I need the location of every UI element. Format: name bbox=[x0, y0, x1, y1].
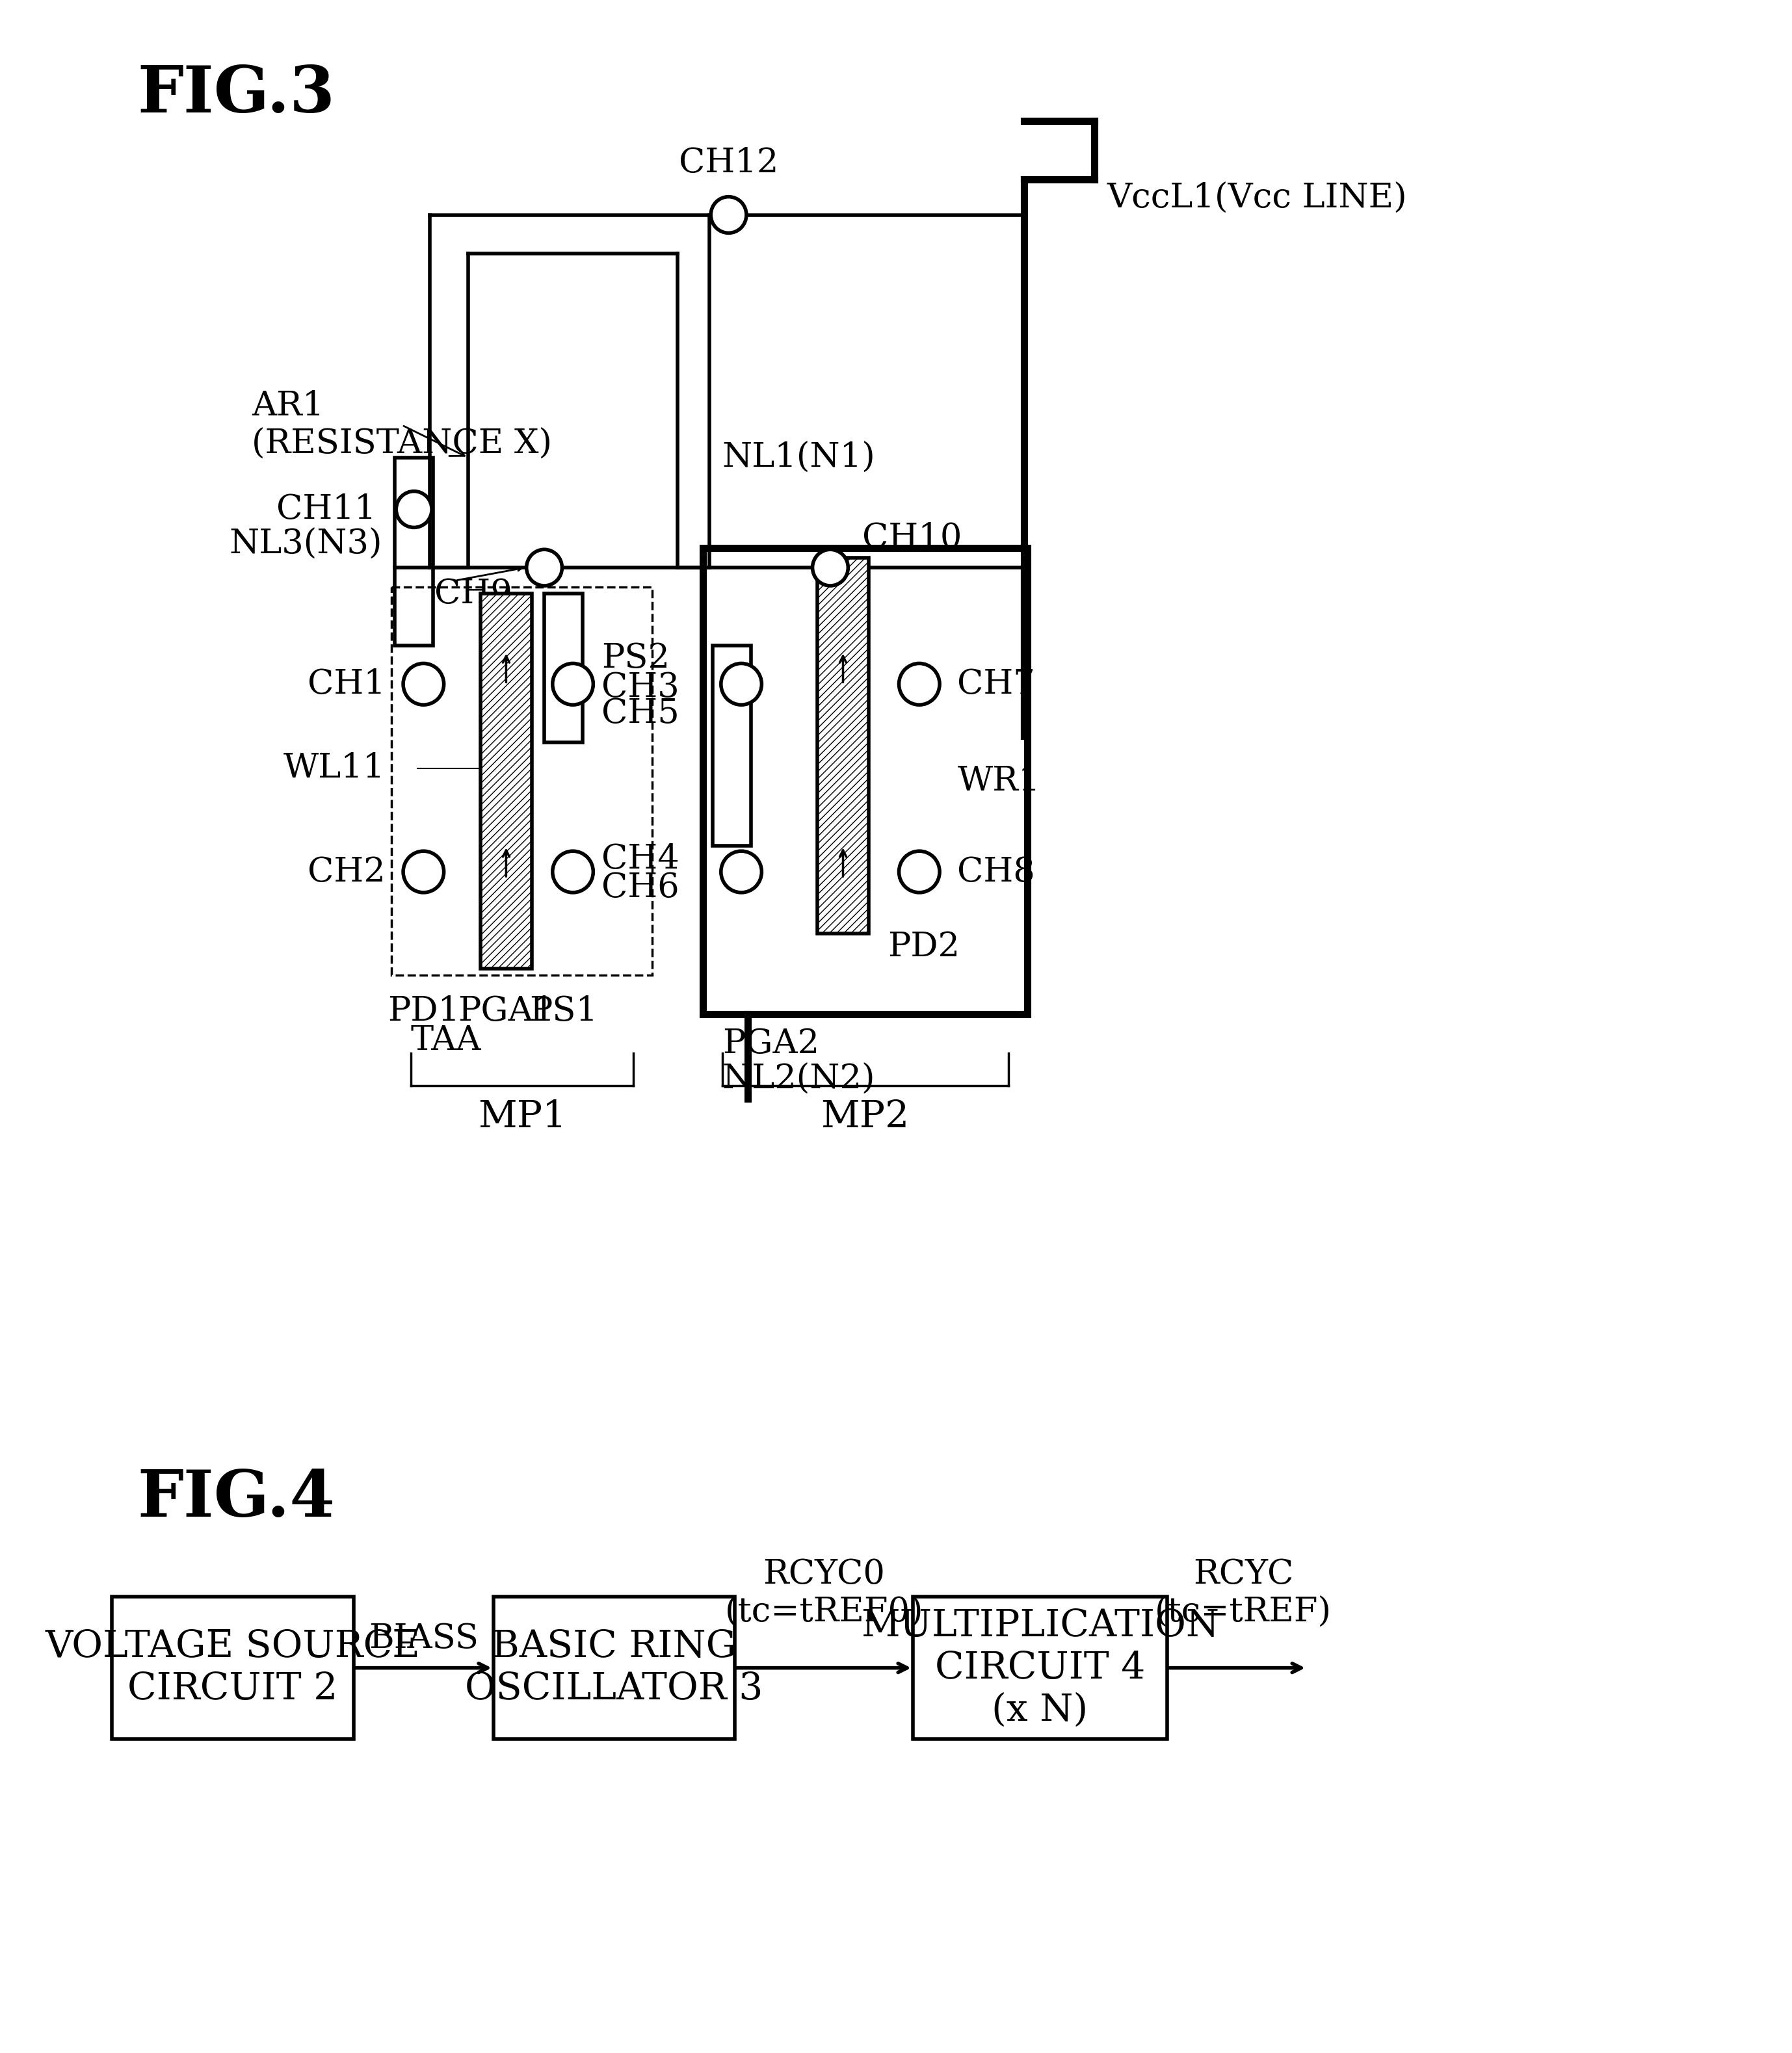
Circle shape bbox=[403, 663, 444, 704]
Circle shape bbox=[711, 197, 747, 232]
Text: FIG.4: FIG.4 bbox=[138, 1468, 335, 1529]
Text: AR1
(RESISTANCE X): AR1 (RESISTANCE X) bbox=[253, 390, 552, 462]
Circle shape bbox=[552, 852, 593, 893]
Text: CH7: CH7 bbox=[957, 667, 1036, 700]
Text: PS2: PS2 bbox=[602, 643, 670, 675]
Text: CH5: CH5 bbox=[602, 696, 679, 729]
Circle shape bbox=[812, 550, 848, 585]
Text: BIASS: BIASS bbox=[369, 1622, 478, 1655]
Text: NL1(N1): NL1(N1) bbox=[722, 441, 876, 474]
Text: CH3: CH3 bbox=[602, 671, 679, 704]
Bar bbox=[713, 645, 751, 846]
Text: TAA: TAA bbox=[410, 1024, 482, 1057]
Text: PD2: PD2 bbox=[887, 930, 961, 963]
Text: BASIC RING
OSCILLATOR 3: BASIC RING OSCILLATOR 3 bbox=[466, 1628, 763, 1708]
Text: FIG.3: FIG.3 bbox=[138, 64, 335, 125]
Text: PGA1: PGA1 bbox=[457, 996, 556, 1029]
Text: MP2: MP2 bbox=[821, 1098, 910, 1135]
Text: PGA2: PGA2 bbox=[722, 1026, 819, 1059]
Text: CH9: CH9 bbox=[435, 577, 513, 610]
Bar bbox=[113, 1597, 353, 1739]
Circle shape bbox=[527, 550, 563, 585]
Bar bbox=[493, 1597, 735, 1739]
Bar bbox=[394, 458, 434, 645]
Text: VOLTAGE SOURCE
CIRCUIT 2: VOLTAGE SOURCE CIRCUIT 2 bbox=[45, 1628, 421, 1708]
Text: CH12: CH12 bbox=[679, 146, 778, 179]
Text: MP1: MP1 bbox=[478, 1098, 566, 1135]
Circle shape bbox=[900, 852, 939, 893]
Text: CH2: CH2 bbox=[308, 856, 385, 889]
Text: CH8: CH8 bbox=[957, 856, 1036, 889]
Text: CH11: CH11 bbox=[276, 493, 376, 526]
Text: VccL1(Vcc LINE): VccL1(Vcc LINE) bbox=[1107, 183, 1407, 216]
Text: PS1: PS1 bbox=[529, 996, 597, 1029]
Bar bbox=[817, 558, 869, 934]
Circle shape bbox=[403, 852, 444, 893]
Circle shape bbox=[720, 852, 762, 893]
Bar bbox=[480, 593, 532, 969]
Text: RCYC0
(tc=tREF0): RCYC0 (tc=tREF0) bbox=[724, 1558, 923, 1630]
Circle shape bbox=[396, 491, 432, 528]
Text: CH4: CH4 bbox=[602, 842, 679, 875]
Circle shape bbox=[900, 663, 939, 704]
Bar bbox=[912, 1597, 1167, 1739]
Bar bbox=[702, 548, 1027, 1014]
Bar bbox=[545, 593, 582, 743]
Text: CH1: CH1 bbox=[308, 667, 385, 700]
Text: NL2(N2): NL2(N2) bbox=[722, 1063, 874, 1096]
Text: CH10: CH10 bbox=[862, 521, 962, 554]
Circle shape bbox=[720, 663, 762, 704]
Bar bbox=[392, 587, 652, 975]
Circle shape bbox=[552, 663, 593, 704]
Text: WL11: WL11 bbox=[283, 751, 385, 784]
Text: RCYC
(tc=tREF): RCYC (tc=tREF) bbox=[1156, 1558, 1331, 1630]
Text: CH6: CH6 bbox=[602, 870, 679, 905]
Text: NL3(N3): NL3(N3) bbox=[229, 528, 382, 560]
Text: PD1: PD1 bbox=[387, 996, 459, 1029]
Text: WR1: WR1 bbox=[957, 764, 1041, 799]
Text: MULTIPLICATION
CIRCUIT 4
(x N): MULTIPLICATION CIRCUIT 4 (x N) bbox=[860, 1607, 1219, 1729]
